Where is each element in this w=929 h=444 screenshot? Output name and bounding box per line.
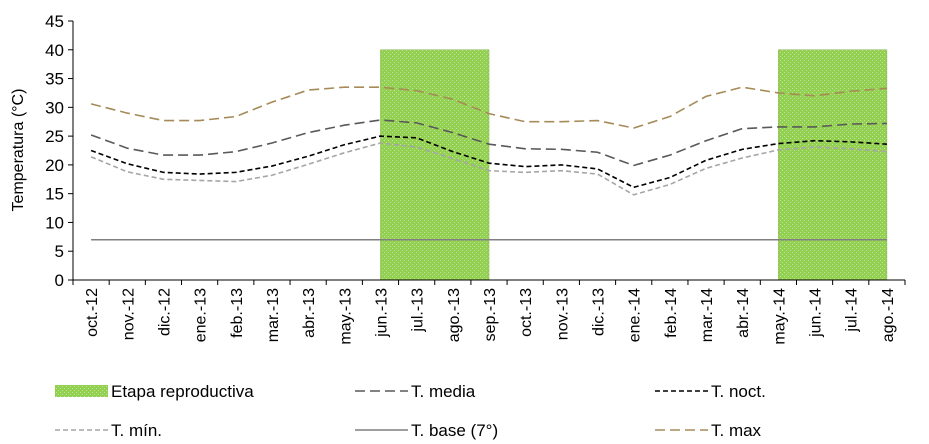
x-tick-label: dic.-13: [591, 288, 608, 336]
legend-item: T. noct.: [655, 382, 766, 401]
legend-item: T. media: [355, 382, 476, 401]
legend-label: Etapa reproductiva: [111, 382, 254, 401]
x-tick-label: ene.-14: [627, 288, 644, 342]
legend-label: T. base (7°): [411, 421, 498, 440]
y-tick-label: 0: [55, 271, 64, 290]
y-tick-label: 20: [45, 156, 64, 175]
x-tick-label: nov.-13: [554, 288, 571, 340]
x-tick-label: oct.-12: [84, 288, 101, 337]
legend-label: T. mín.: [111, 421, 162, 440]
x-tick-label: may.-13: [337, 288, 354, 345]
x-tick-label: ago.-14: [880, 288, 897, 342]
y-tick-label: 35: [45, 70, 64, 89]
series-line-3: [90, 142, 887, 196]
legend-label: T. media: [411, 382, 476, 401]
legend-item: T. mín.: [55, 421, 162, 440]
reproductive-stage-band-1: [380, 49, 490, 281]
legend-label: T. max: [711, 421, 762, 440]
legend-item: T. base (7°): [355, 421, 498, 440]
x-tick-label: may.-14: [771, 288, 788, 345]
reproductive-stage-band-2: [778, 49, 888, 281]
x-tick-label: mar.-14: [699, 288, 716, 342]
legend-item: Etapa reproductiva: [55, 382, 254, 401]
y-tick-label: 15: [45, 185, 64, 204]
y-tick-label: 10: [45, 213, 64, 232]
x-tick-label: feb.-13: [229, 288, 246, 338]
x-tick-label: jun.-14: [808, 288, 825, 338]
x-tick-label: jul.-14: [844, 288, 861, 333]
series-line-5: [90, 86, 887, 129]
x-tick-label: ago.-13: [446, 288, 463, 342]
y-tick-label: 40: [45, 41, 64, 60]
plot-area: 0 5 10 15 20 25 30 35 40 45 oct.-12 nov.-12 dic.-12 e…: [45, 12, 906, 345]
x-tick-label: mar.-13: [265, 288, 282, 342]
series-line-2: [90, 135, 887, 189]
x-tick-label: feb.-14: [663, 288, 680, 338]
x-tick-label: ene.-13: [193, 288, 210, 342]
legend-label: T. noct.: [711, 382, 766, 401]
x-tick-label: oct.-13: [518, 288, 535, 337]
x-tick-label: abr.-13: [301, 288, 318, 338]
x-tick-label: nov.-12: [120, 288, 137, 340]
x-tick-label: jul.-13: [410, 288, 427, 333]
series-line-1: [90, 119, 887, 167]
legend-item: T. max: [655, 421, 762, 440]
y-tick-label: 25: [45, 127, 64, 146]
y-tick-label: 30: [45, 98, 64, 117]
y-tick-label: 45: [45, 12, 64, 31]
legend: Etapa reproductiva T. media T. noct. T. mín…: [55, 382, 766, 440]
y-tick-label: 5: [55, 242, 64, 261]
legend-swatch-band: [55, 385, 108, 397]
x-tick-label: abr.-14: [735, 288, 752, 338]
x-tick-label: jun.-13: [373, 288, 390, 338]
x-tick-label: sep.-13: [482, 288, 499, 341]
x-tick-label: dic.-12: [156, 288, 173, 336]
y-axis-label: Temperatura (°C): [10, 89, 27, 212]
